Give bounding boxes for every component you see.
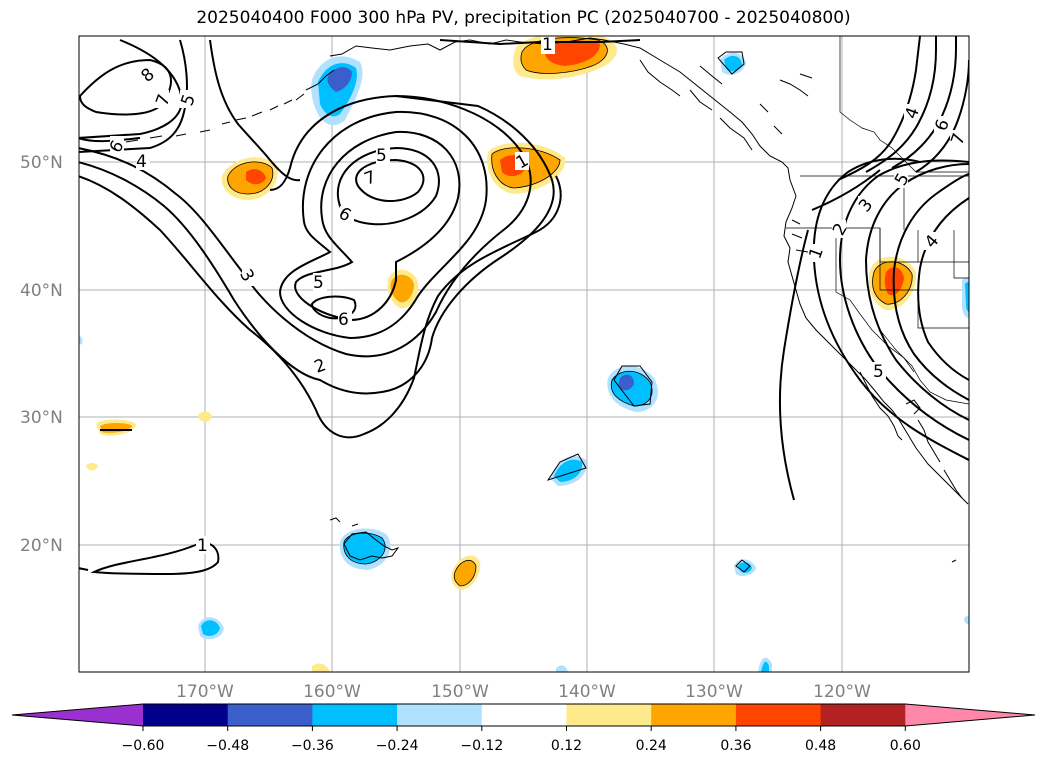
pv-label: 6 [338, 310, 349, 330]
lon-tick-label: 150°W [431, 682, 489, 702]
lat-tick-label: 30°N [20, 408, 63, 428]
map-title: 2025040400 F000 300 hPa PV, precipitatio… [196, 8, 851, 28]
latitude-labels: 50°N 40°N 30°N 20°N [20, 153, 63, 556]
pv-contour-1-east [812, 157, 969, 461]
colorbar-segment [312, 704, 398, 726]
pv-contour-7-nw [79, 39, 184, 139]
pv-contour-6-west [79, 137, 141, 143]
pv-contour-5-nw [79, 39, 188, 153]
coastlines [125, 37, 969, 573]
lon-tick-label: 130°W [685, 682, 743, 702]
longitude-labels: 170°W 160°W 150°W 140°W 130°W 120°W [176, 682, 871, 702]
colorbar-tick-label: 0.24 [636, 738, 667, 754]
colorbar-tick-label: 0.12 [551, 738, 582, 754]
pv-contour-2-east [838, 159, 969, 441]
colorbar-tick-label: 0.48 [805, 738, 836, 754]
pv-contour-3 [79, 94, 532, 358]
colorbar-tick-label: −0.36 [291, 738, 334, 754]
pv-label: 5 [376, 146, 387, 166]
pv-contour-4 [278, 110, 488, 340]
colorbar-tick-label: −0.24 [376, 738, 419, 754]
colorbar-tick-label: 0.36 [720, 738, 751, 754]
pv-contour-4-east [892, 173, 969, 401]
colorbar-tick-label: −0.12 [460, 738, 503, 754]
pv-contour-north-east [837, 36, 921, 181]
pv-contour-6 [336, 146, 440, 226]
pv-label: 5 [873, 362, 884, 382]
pv-label: 8 [137, 64, 158, 86]
political-borders [786, 36, 969, 405]
colorbar-segment [481, 704, 567, 726]
pv-label: 5 [313, 273, 324, 293]
gridlines [79, 36, 969, 672]
pv-contour-2 [79, 95, 555, 395]
pv-contour-3-east [864, 163, 969, 421]
lat-tick-label: 20°N [20, 536, 63, 556]
pv-label: 1 [542, 35, 553, 55]
colorbar-segment [735, 704, 822, 726]
colorbar-segment [397, 704, 483, 726]
colorbar-segment [143, 704, 229, 726]
lon-tick-label: 170°W [176, 682, 234, 702]
colorbar-segment [820, 704, 906, 726]
coastline-alaska [329, 37, 797, 197]
pv-contour-2-outer [79, 175, 562, 439]
pv-contour-1-top [439, 39, 641, 46]
colorbar-tick-label: −0.60 [122, 738, 165, 754]
colorbar-tick-label: 0.60 [890, 738, 921, 754]
pv-contour-nw-b [209, 39, 301, 182]
lat-tick-label: 40°N [20, 281, 63, 301]
lon-tick-label: 160°W [303, 682, 361, 702]
colorbar-tick-label: −0.48 [206, 738, 249, 754]
colorbar-segment [227, 704, 313, 726]
pv-contour-5 [294, 130, 461, 322]
map-area: 8 7 5 6 4 5 7 6 3 5 6 2 1 1 1 1 2 3 4 5 … [79, 35, 969, 672]
colorbar-segment [651, 704, 737, 726]
colorbar: −0.60 −0.48 −0.36 −0.24 −0.12 0.12 0.24 0.36 0.4… [11, 703, 1036, 754]
pv-contour-1-west [90, 542, 220, 576]
lon-tick-label: 140°W [558, 682, 616, 702]
pv-contour-7-inner [355, 158, 425, 203]
lat-tick-label: 50°N [20, 153, 63, 173]
pv-label: 1 [197, 536, 208, 556]
pv-label: 4 [136, 152, 147, 172]
colorbar-segment [566, 704, 652, 726]
pv-contours [79, 36, 969, 576]
precip-anomaly-fill [79, 36, 969, 672]
lon-tick-label: 120°W [813, 682, 871, 702]
map-frame [78, 35, 970, 673]
coastline-hawaii [343, 531, 400, 561]
colorbar-extend-high [905, 704, 1035, 726]
pv-contour-5-east [917, 197, 969, 381]
colorbar-extend-low [12, 704, 143, 726]
pv-contour-labels: 8 7 5 6 4 5 7 6 3 5 6 2 1 1 1 1 2 3 4 5 … [106, 35, 969, 556]
